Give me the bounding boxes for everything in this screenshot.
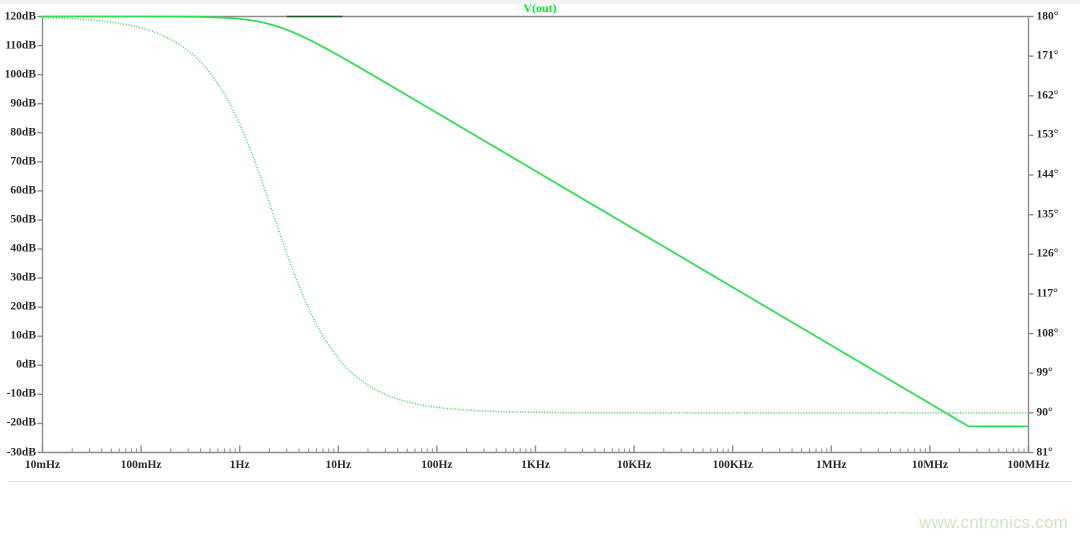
y-right-tick-1: 171° xyxy=(1036,49,1059,62)
x-tick-2: 1Hz xyxy=(229,458,250,471)
phase-trace xyxy=(42,16,1029,414)
y-right-tick-10: 90° xyxy=(1036,406,1053,419)
y-right-tick-6: 126° xyxy=(1036,247,1059,260)
x-tick-0: 10mHz xyxy=(24,458,61,471)
y-left-tick-0: 120dB xyxy=(4,10,36,22)
y-right-tick-0: 180° xyxy=(1036,10,1059,22)
y-left-tick-5: 70dB xyxy=(10,155,36,168)
y-left-tick-15: -30dB xyxy=(6,446,36,458)
top-band xyxy=(0,0,1080,4)
plot-canvas xyxy=(37,15,1034,454)
y-left-tick-13: -10dB xyxy=(6,387,36,400)
magnitude-trace xyxy=(41,15,1030,428)
y-left-tick-3: 90dB xyxy=(10,97,36,110)
y-left-tick-7: 50dB xyxy=(10,213,36,226)
y-right-tick-4: 144° xyxy=(1036,168,1059,181)
y-left-tick-11: 10dB xyxy=(10,329,36,342)
x-tick-10: 100MHz xyxy=(1007,458,1050,471)
y-left-tick-1: 110dB xyxy=(5,39,36,52)
y-left-tick-2: 100dB xyxy=(4,68,36,81)
y-left-tick-6: 60dB xyxy=(10,184,36,197)
y-left-tick-8: 40dB xyxy=(10,242,36,255)
y-left-tick-4: 80dB xyxy=(10,126,36,139)
y-right-tick-11: 81° xyxy=(1036,446,1053,458)
x-tick-5: 1KHz xyxy=(521,458,550,471)
y-right-tick-7: 117° xyxy=(1036,287,1058,300)
x-tick-8: 1MHz xyxy=(815,458,847,471)
y-right-tick-5: 135° xyxy=(1036,208,1059,221)
bode-plot[interactable]: V(out) 120dB 110dB 100dB 90dB 80dB 70dB 60dB 50… xyxy=(0,0,1080,485)
bottom-divider xyxy=(8,481,1072,482)
x-tick-9: 10MHz xyxy=(911,458,949,471)
site-watermark: www.cntronics.com xyxy=(919,513,1068,532)
trace-title-v-out[interactable]: V(out) xyxy=(523,1,557,15)
y-left-tick-9: 30dB xyxy=(10,271,36,284)
y-left-tick-10: 20dB xyxy=(10,300,36,313)
x-tick-1: 100mHz xyxy=(120,458,162,471)
y-right-tick-9: 99° xyxy=(1036,366,1053,379)
x-tick-7: 100KHz xyxy=(712,458,753,471)
y-right-tick-3: 153° xyxy=(1036,128,1059,141)
x-tick-4: 100Hz xyxy=(421,458,453,471)
y-right-tick-8: 108° xyxy=(1036,327,1059,340)
x-tick-3: 10Hz xyxy=(325,458,352,471)
y-left-tick-12: 0dB xyxy=(16,358,36,371)
x-tick-6: 10KHz xyxy=(616,458,652,471)
y-right-tick-2: 162° xyxy=(1036,89,1059,102)
y-left-tick-14: -20dB xyxy=(6,416,36,429)
